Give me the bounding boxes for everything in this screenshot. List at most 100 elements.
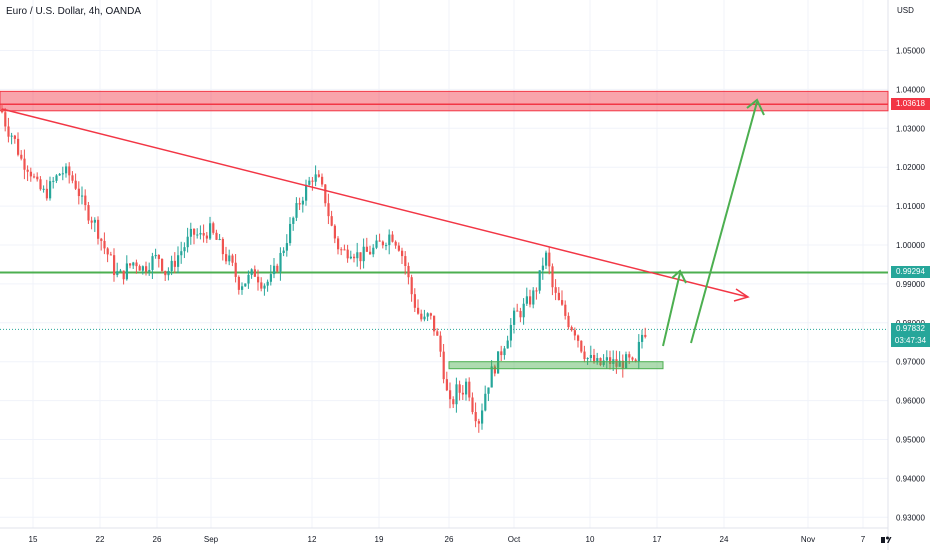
y-tick-label: 1.00000	[896, 241, 925, 250]
candle-body	[97, 219, 100, 239]
candle-body	[605, 357, 608, 361]
candle-body	[305, 184, 308, 201]
symbol-title: Euro / U.S. Dollar, 4h, OANDA	[6, 6, 142, 17]
candle-body	[273, 265, 276, 275]
candle-body	[471, 397, 474, 413]
candle-body	[493, 366, 496, 374]
candle-body	[212, 223, 215, 233]
candle-body	[266, 281, 269, 286]
candle-body	[244, 283, 247, 287]
candle-body	[413, 294, 416, 308]
candle-body	[573, 330, 576, 336]
candle-body	[538, 270, 541, 291]
x-tick-label: 12	[308, 535, 317, 544]
candle-body	[10, 135, 13, 137]
candle-body	[234, 262, 237, 277]
x-tick-label: 17	[653, 535, 662, 544]
candle-body	[333, 225, 336, 239]
candle-body	[161, 258, 164, 271]
projection-arrow-2-head	[746, 98, 765, 116]
candle-body	[343, 249, 346, 251]
candle-body	[164, 270, 167, 276]
x-tick-label: 10	[586, 535, 595, 544]
x-tick-label: 26	[445, 535, 454, 544]
candle-body	[55, 175, 58, 181]
candle-body	[116, 271, 119, 276]
candle-body	[509, 324, 512, 341]
y-tick-label: 0.95000	[896, 436, 925, 445]
candle-body	[189, 228, 192, 237]
candle-body	[260, 282, 263, 289]
support-zone-box	[448, 361, 664, 370]
candle-body	[477, 421, 480, 424]
candle-body	[340, 249, 343, 251]
candle-body	[410, 277, 413, 295]
candle-body	[593, 354, 596, 363]
candle-body	[26, 169, 29, 172]
candle-body	[7, 126, 10, 137]
candle-body	[372, 247, 375, 255]
candle-body	[641, 334, 644, 342]
candle-body	[567, 315, 570, 328]
y-tick-label: 1.03000	[896, 124, 925, 133]
candle-body	[257, 276, 260, 283]
candle-body	[61, 173, 64, 175]
y-tick-label: 0.99000	[896, 280, 925, 289]
projection-arrow-1-head	[671, 269, 687, 284]
x-tick-label: 26	[153, 535, 162, 544]
candle-body	[148, 269, 151, 272]
currency-label: USD	[897, 6, 914, 15]
candle-body	[308, 180, 311, 185]
candle-body	[186, 236, 189, 248]
candle-body	[433, 315, 436, 332]
candle-body	[311, 180, 314, 182]
candle-body	[250, 269, 253, 275]
candle-body	[490, 366, 493, 388]
candle-body	[535, 290, 538, 292]
candle-body	[497, 351, 500, 374]
bar-countdown: 03:47:34	[894, 336, 927, 346]
candle-body	[247, 274, 250, 284]
candle-body	[586, 358, 589, 360]
candle-body	[615, 359, 618, 367]
candle-body	[385, 245, 388, 247]
candle-body	[407, 265, 410, 278]
candle-body	[589, 354, 592, 359]
candle-body	[129, 263, 132, 266]
candle-body	[218, 239, 221, 241]
candle-body	[276, 265, 279, 272]
candle-body	[157, 254, 160, 259]
candle-body	[522, 303, 525, 318]
candle-body	[68, 166, 71, 176]
candle-body	[199, 233, 202, 235]
support-price-badge: 0.99294	[891, 266, 930, 279]
x-tick-label: 22	[96, 535, 105, 544]
candle-body	[109, 254, 112, 256]
candle-body	[289, 223, 292, 244]
candle-body	[65, 166, 68, 174]
candle-body	[381, 241, 384, 246]
y-tick-label: 0.97000	[896, 358, 925, 367]
candle-body	[77, 188, 80, 197]
candle-body	[353, 256, 356, 259]
candle-body	[33, 176, 36, 178]
candle-body	[173, 260, 176, 267]
candle-body	[346, 249, 349, 259]
candle-body	[426, 313, 429, 317]
candle-body	[525, 296, 528, 304]
projection-arrow-2	[690, 101, 758, 344]
candle-body	[378, 240, 381, 242]
candle-body	[564, 304, 567, 316]
candle-body	[205, 235, 208, 239]
candle-body	[429, 313, 432, 316]
candle-body	[625, 354, 628, 369]
candle-body	[621, 360, 624, 369]
x-tick-label: Sep	[204, 535, 219, 544]
candle-body	[500, 351, 503, 356]
candle-body	[209, 223, 212, 239]
candle-body	[49, 181, 52, 199]
candle-body	[119, 270, 122, 272]
candle-body	[317, 174, 320, 177]
